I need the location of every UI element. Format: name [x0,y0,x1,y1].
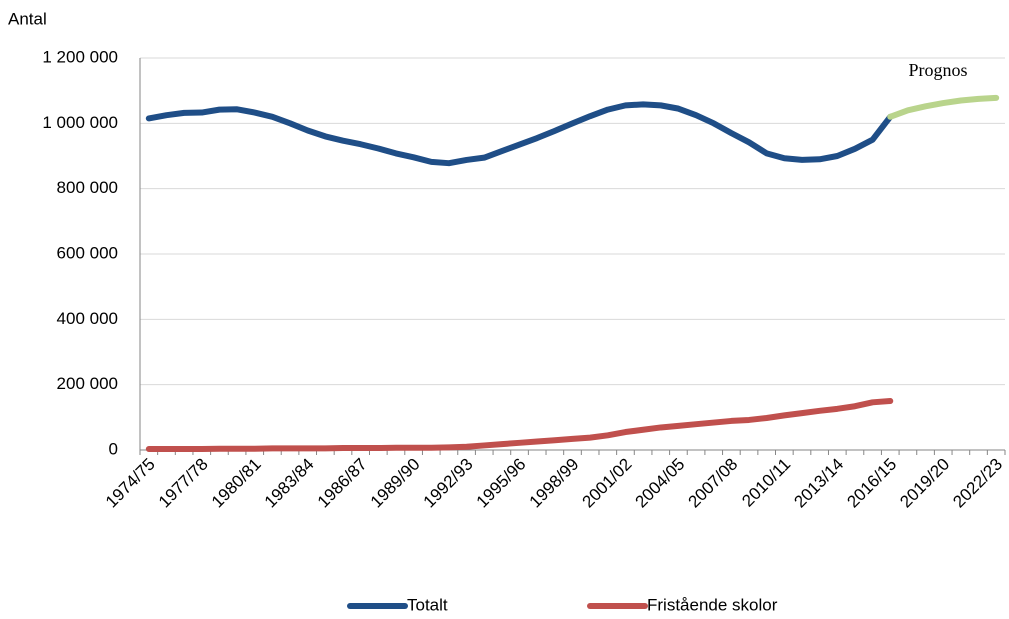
x-tick-label: 2016/15 [843,455,900,512]
x-tick-label: 2022/23 [949,455,1006,512]
annotation: Prognos [908,60,967,80]
series-line [145,101,894,167]
legend-label: Totalt [407,595,448,614]
series-line [145,398,894,453]
x-tick-label: 2010/11 [738,455,794,511]
x-tick-label: 2013/14 [790,455,847,512]
x-tick-label: 1992/93 [420,455,477,512]
series-line [887,94,1000,120]
y-axis-title: Antal [8,9,47,28]
y-tick-label: 800 000 [57,178,118,197]
x-tick-label: 1977/78 [155,455,212,512]
x-tick-label: 1998/99 [526,455,583,512]
x-tick-label: 2019/20 [896,455,953,512]
x-tick-label: 2007/08 [684,455,741,512]
y-tick-label: 400 000 [57,309,118,328]
y-tick-label: 200 000 [57,374,118,393]
y-tick-label: 1 000 000 [42,113,118,132]
y-tick-label: 0 [109,439,118,458]
y-tick-label: 600 000 [57,243,118,262]
x-tick-label: 1983/84 [261,455,318,512]
x-tick-label: 2001/02 [579,455,636,512]
x-tick-label: 1986/87 [314,455,371,512]
x-tick-label: 1995/96 [473,455,530,512]
x-tick-label: 2004/05 [632,455,689,512]
x-tick-label: 1989/90 [367,455,424,512]
x-tick-label: 1974/75 [102,455,159,512]
legend-label: Fristående skolor [647,595,778,614]
x-tick-label: 1980/81 [208,455,265,512]
y-tick-label: 1 200 000 [42,47,118,66]
